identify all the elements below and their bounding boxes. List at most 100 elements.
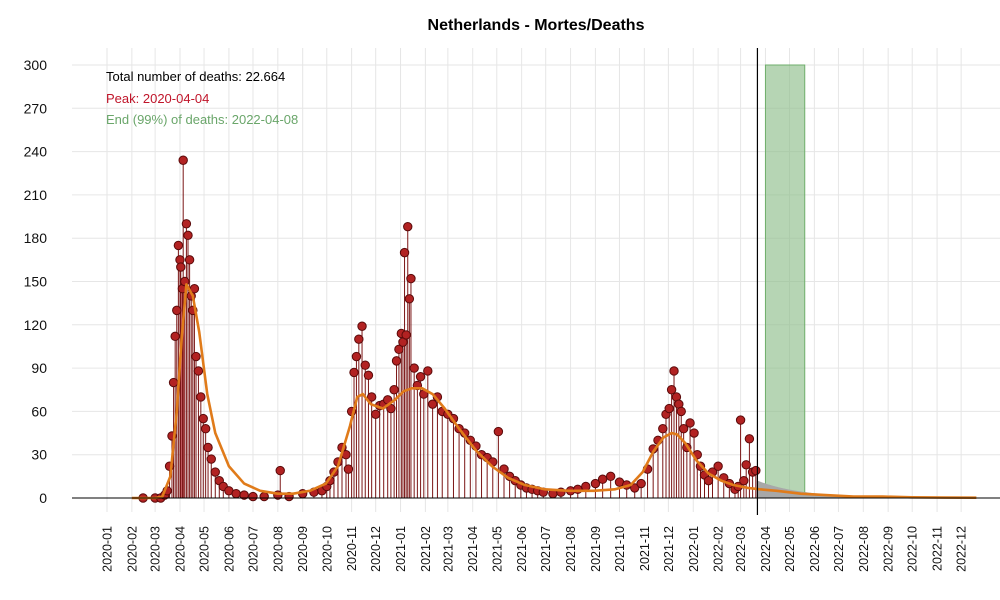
- x-tick-label: 2021-05: [490, 526, 504, 572]
- x-tick-label: 2020-06: [222, 526, 236, 572]
- data-point: [735, 415, 746, 425]
- x-tick-label: 2021-09: [589, 526, 603, 572]
- total-deaths-annotation: Total number of deaths: 22.664: [106, 69, 285, 84]
- data-point: [669, 366, 679, 376]
- data-point: [689, 428, 699, 438]
- data-point: [389, 385, 399, 395]
- x-tick-label: 2021-11: [638, 526, 652, 571]
- x-tick-label: 2020-05: [198, 526, 212, 572]
- data-point: [685, 418, 695, 428]
- data-point: [399, 247, 410, 258]
- data-points: [138, 155, 761, 503]
- y-tick-label: 300: [24, 57, 48, 73]
- x-tick-label: 2021-10: [613, 526, 627, 572]
- data-point: [178, 155, 188, 165]
- data-stems: [164, 160, 757, 498]
- x-tick-labels: 2020-01 2020-02 2020-03 2020-04 2020-05 2020-…: [101, 526, 969, 572]
- data-point: [231, 488, 241, 499]
- smooth-curve: [131, 283, 977, 500]
- data-point: [427, 399, 438, 409]
- data-point: [183, 230, 193, 241]
- y-tick-label: 270: [24, 100, 48, 116]
- x-tick-label: 2022-08: [857, 526, 871, 572]
- data-point: [363, 370, 374, 381]
- y-tick-label: 120: [24, 317, 48, 333]
- data-point: [239, 490, 249, 500]
- data-point: [664, 403, 674, 414]
- x-tick-label: 2020-04: [173, 526, 187, 572]
- data-point: [203, 442, 213, 453]
- data-point: [713, 461, 723, 471]
- end-window-band: [764, 64, 806, 499]
- y-tick-label: 180: [24, 230, 48, 246]
- x-tick-label: 2020-02: [125, 526, 139, 572]
- data-point: [198, 413, 208, 424]
- y-tick-label: 90: [31, 360, 47, 376]
- data-point: [343, 464, 354, 474]
- data-point: [703, 475, 714, 486]
- x-tick-label: 2022-01: [687, 526, 701, 572]
- y-tick-label: 0: [39, 490, 47, 506]
- end-annotation: End (99%) of deaths: 2022-04-08: [106, 112, 298, 127]
- data-point: [636, 478, 646, 489]
- x-tick-label: 2021-06: [515, 526, 529, 572]
- x-tick-label: 2022-07: [832, 526, 846, 572]
- data-point: [406, 273, 416, 284]
- x-tick-label: 2021-08: [564, 526, 578, 572]
- data-point: [172, 305, 182, 316]
- y-tick-label: 30: [31, 447, 47, 463]
- data-point: [196, 392, 206, 402]
- axes: [72, 48, 1000, 515]
- data-point: [184, 255, 195, 265]
- data-point: [741, 460, 751, 470]
- x-tick-label: 2022-09: [882, 526, 896, 572]
- data-point: [349, 367, 359, 378]
- data-point: [176, 262, 186, 272]
- data-point: [275, 465, 285, 476]
- data-point: [357, 321, 367, 331]
- x-tick-label: 2020-08: [271, 526, 285, 572]
- data-point: [739, 475, 749, 486]
- data-point: [366, 392, 377, 402]
- data-point: [751, 465, 761, 476]
- x-tick-label: 2022-03: [734, 526, 748, 572]
- y-tick-label: 240: [24, 144, 48, 160]
- x-tick-label: 2021-01: [394, 526, 408, 572]
- data-point: [401, 330, 411, 340]
- x-tick-label: 2022-10: [906, 526, 920, 572]
- data-point: [658, 424, 668, 434]
- data-point: [605, 471, 616, 482]
- x-tick-label: 2022-05: [783, 526, 797, 572]
- x-tick-label: 2022-11: [931, 526, 945, 571]
- data-point: [259, 491, 269, 502]
- x-tick-label: 2022-02: [712, 526, 726, 572]
- data-point: [403, 221, 413, 232]
- data-point: [409, 363, 419, 373]
- data-point: [354, 334, 364, 344]
- smooth-line: [131, 283, 977, 500]
- data-point: [404, 294, 415, 304]
- data-point: [493, 426, 504, 437]
- data-point: [415, 372, 426, 382]
- data-point: [573, 484, 583, 495]
- x-tick-label: 2020-09: [296, 526, 310, 572]
- x-tick-label: 2020-03: [149, 526, 163, 572]
- x-tick-label: 2021-12: [662, 526, 676, 572]
- data-point: [210, 467, 220, 477]
- data-point: [193, 366, 204, 376]
- data-point: [744, 434, 755, 444]
- data-point: [676, 406, 686, 417]
- data-point: [630, 483, 640, 493]
- data-point: [370, 409, 381, 419]
- data-point: [678, 424, 689, 434]
- x-tick-label: 2020-12: [369, 526, 383, 572]
- peak-annotation: Peak: 2020-04-04: [106, 91, 209, 106]
- x-tick-label: 2021-03: [441, 526, 455, 572]
- data-point: [200, 424, 211, 434]
- x-tick-label: 2020-10: [320, 526, 334, 572]
- data-point: [581, 481, 591, 492]
- data-point: [173, 240, 184, 251]
- x-tick-label: 2022-04: [759, 526, 773, 572]
